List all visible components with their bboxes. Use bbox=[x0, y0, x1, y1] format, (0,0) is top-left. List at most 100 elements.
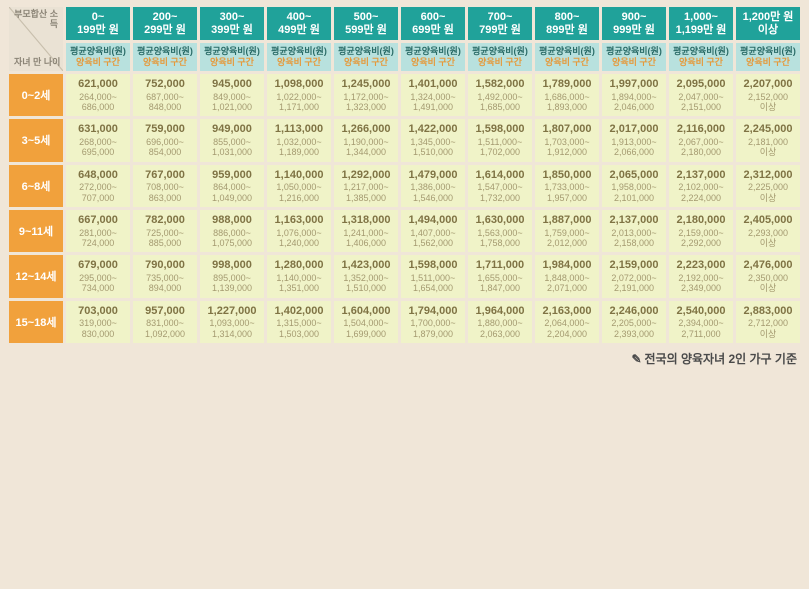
cell-range: 696,000~ 854,000 bbox=[135, 137, 195, 158]
cell-range: 2,712,000 이상 bbox=[738, 318, 798, 339]
cell-2-6: 1,614,0001,547,000~ 1,732,000 bbox=[468, 165, 532, 207]
cell-range: 2,152,000 이상 bbox=[738, 92, 798, 113]
cell-range: 268,000~ 695,000 bbox=[68, 137, 128, 158]
col-head-4: 500~599만 원 bbox=[334, 7, 398, 40]
cell-avg: 2,223,000 bbox=[671, 259, 731, 272]
cell-avg: 1,479,000 bbox=[403, 169, 463, 182]
cell-avg: 2,245,000 bbox=[738, 123, 798, 136]
row-head-0: 0~2세 bbox=[9, 74, 63, 116]
sub-head-9: 평균양육비(원)양육비 구간 bbox=[669, 43, 733, 71]
cell-4-5: 1,598,0001,511,000~ 1,654,000 bbox=[401, 255, 465, 297]
cell-range: 1,655,000~ 1,847,000 bbox=[470, 273, 530, 294]
cell-avg: 667,000 bbox=[68, 214, 128, 227]
cell-avg: 1,598,000 bbox=[403, 259, 463, 272]
cell-avg: 1,850,000 bbox=[537, 169, 597, 182]
cell-range: 1,759,000~ 2,012,000 bbox=[537, 228, 597, 249]
cell-avg: 1,997,000 bbox=[604, 78, 664, 91]
cell-5-10: 2,883,0002,712,000 이상 bbox=[736, 301, 800, 343]
cell-avg: 2,312,000 bbox=[738, 169, 798, 182]
cell-4-8: 2,159,0002,072,000~ 2,191,000 bbox=[602, 255, 666, 297]
sub-head-0: 평균양육비(원)양육비 구간 bbox=[66, 43, 130, 71]
corner-top-label: 부모합산 소득 bbox=[9, 10, 58, 30]
cell-5-2: 1,227,0001,093,000~ 1,314,000 bbox=[200, 301, 264, 343]
cell-avg: 2,163,000 bbox=[537, 305, 597, 318]
cell-avg: 2,883,000 bbox=[738, 305, 798, 318]
cell-0-9: 2,095,0002,047,000~ 2,151,000 bbox=[669, 74, 733, 116]
cell-1-4: 1,266,0001,190,000~ 1,344,000 bbox=[334, 119, 398, 161]
cell-5-5: 1,794,0001,700,000~ 1,879,000 bbox=[401, 301, 465, 343]
cell-3-6: 1,630,0001,563,000~ 1,758,000 bbox=[468, 210, 532, 252]
cell-2-1: 767,000708,000~ 863,000 bbox=[133, 165, 197, 207]
cell-0-4: 1,245,0001,172,000~ 1,323,000 bbox=[334, 74, 398, 116]
cell-2-8: 2,065,0001,958,000~ 2,101,000 bbox=[602, 165, 666, 207]
table-row: 9~11세667,000281,000~ 724,000782,000725,0… bbox=[9, 210, 800, 252]
cost-table: 부모합산 소득 자녀 만 나이 0~199만 원200~299만 원300~39… bbox=[6, 4, 803, 346]
cell-4-0: 679,000295,000~ 734,000 bbox=[66, 255, 130, 297]
cell-avg: 1,098,000 bbox=[269, 78, 329, 91]
cell-range: 1,511,000~ 1,702,000 bbox=[470, 137, 530, 158]
cell-avg: 1,984,000 bbox=[537, 259, 597, 272]
col-head-1: 200~299만 원 bbox=[133, 7, 197, 40]
cell-range: 2,350,000 이상 bbox=[738, 273, 798, 294]
cell-avg: 949,000 bbox=[202, 123, 262, 136]
cell-avg: 648,000 bbox=[68, 169, 128, 182]
cell-range: 319,000~ 830,000 bbox=[68, 318, 128, 339]
cell-range: 1,407,000~ 1,562,000 bbox=[403, 228, 463, 249]
cell-avg: 1,630,000 bbox=[470, 214, 530, 227]
cell-2-3: 1,140,0001,050,000~ 1,216,000 bbox=[267, 165, 331, 207]
cell-5-7: 2,163,0002,064,000~ 2,204,000 bbox=[535, 301, 599, 343]
cell-3-8: 2,137,0002,013,000~ 2,158,000 bbox=[602, 210, 666, 252]
cell-2-4: 1,292,0001,217,000~ 1,385,000 bbox=[334, 165, 398, 207]
cell-range: 1,686,000~ 1,893,000 bbox=[537, 92, 597, 113]
cell-range: 2,225,000 이상 bbox=[738, 182, 798, 203]
corner-bottom-label: 자녀 만 나이 bbox=[14, 58, 60, 68]
cell-avg: 1,266,000 bbox=[336, 123, 396, 136]
cell-0-1: 752,000687,000~ 848,000 bbox=[133, 74, 197, 116]
cell-avg: 2,017,000 bbox=[604, 123, 664, 136]
sub-head-2: 평균양육비(원)양육비 구간 bbox=[200, 43, 264, 71]
cell-4-2: 998,000895,000~ 1,139,000 bbox=[200, 255, 264, 297]
cell-avg: 1,422,000 bbox=[403, 123, 463, 136]
sub-head-3: 평균양육비(원)양육비 구간 bbox=[267, 43, 331, 71]
cell-range: 1,880,000~ 2,063,000 bbox=[470, 318, 530, 339]
cell-range: 2,102,000~ 2,224,000 bbox=[671, 182, 731, 203]
cell-range: 2,205,000~ 2,393,000 bbox=[604, 318, 664, 339]
cell-range: 1,190,000~ 1,344,000 bbox=[336, 137, 396, 158]
cell-avg: 679,000 bbox=[68, 259, 128, 272]
cell-range: 864,000~ 1,049,000 bbox=[202, 182, 262, 203]
cell-range: 1,032,000~ 1,189,000 bbox=[269, 137, 329, 158]
table-row: 12~14세679,000295,000~ 734,000790,000735,… bbox=[9, 255, 800, 297]
cell-range: 831,000~ 1,092,000 bbox=[135, 318, 195, 339]
cell-avg: 2,065,000 bbox=[604, 169, 664, 182]
cell-0-0: 621,000264,000~ 686,000 bbox=[66, 74, 130, 116]
cell-avg: 2,246,000 bbox=[604, 305, 664, 318]
cell-1-8: 2,017,0001,913,000~ 2,066,000 bbox=[602, 119, 666, 161]
cell-4-7: 1,984,0001,848,000~ 2,071,000 bbox=[535, 255, 599, 297]
cell-avg: 1,423,000 bbox=[336, 259, 396, 272]
cell-range: 1,894,000~ 2,046,000 bbox=[604, 92, 664, 113]
cell-avg: 2,540,000 bbox=[671, 305, 731, 318]
header-row-2: 평균양육비(원)양육비 구간평균양육비(원)양육비 구간평균양육비(원)양육비 … bbox=[9, 43, 800, 71]
cell-range: 1,093,000~ 1,314,000 bbox=[202, 318, 262, 339]
cell-5-0: 703,000319,000~ 830,000 bbox=[66, 301, 130, 343]
cell-avg: 2,180,000 bbox=[671, 214, 731, 227]
table-row: 0~2세621,000264,000~ 686,000752,000687,00… bbox=[9, 74, 800, 116]
cell-range: 1,324,000~ 1,491,000 bbox=[403, 92, 463, 113]
cell-avg: 959,000 bbox=[202, 169, 262, 182]
cell-2-2: 959,000864,000~ 1,049,000 bbox=[200, 165, 264, 207]
cell-3-5: 1,494,0001,407,000~ 1,562,000 bbox=[401, 210, 465, 252]
cell-avg: 2,095,000 bbox=[671, 78, 731, 91]
table-row: 15~18세703,000319,000~ 830,000957,000831,… bbox=[9, 301, 800, 343]
cell-range: 1,076,000~ 1,240,000 bbox=[269, 228, 329, 249]
cell-range: 2,072,000~ 2,191,000 bbox=[604, 273, 664, 294]
cell-avg: 1,402,000 bbox=[269, 305, 329, 318]
cell-avg: 703,000 bbox=[68, 305, 128, 318]
cell-1-2: 949,000855,000~ 1,031,000 bbox=[200, 119, 264, 161]
cell-avg: 2,159,000 bbox=[604, 259, 664, 272]
cell-0-8: 1,997,0001,894,000~ 2,046,000 bbox=[602, 74, 666, 116]
cell-avg: 759,000 bbox=[135, 123, 195, 136]
table-row: 6~8세648,000272,000~ 707,000767,000708,00… bbox=[9, 165, 800, 207]
sub-head-1: 평균양육비(원)양육비 구간 bbox=[133, 43, 197, 71]
cell-range: 725,000~ 885,000 bbox=[135, 228, 195, 249]
cell-range: 708,000~ 863,000 bbox=[135, 182, 195, 203]
